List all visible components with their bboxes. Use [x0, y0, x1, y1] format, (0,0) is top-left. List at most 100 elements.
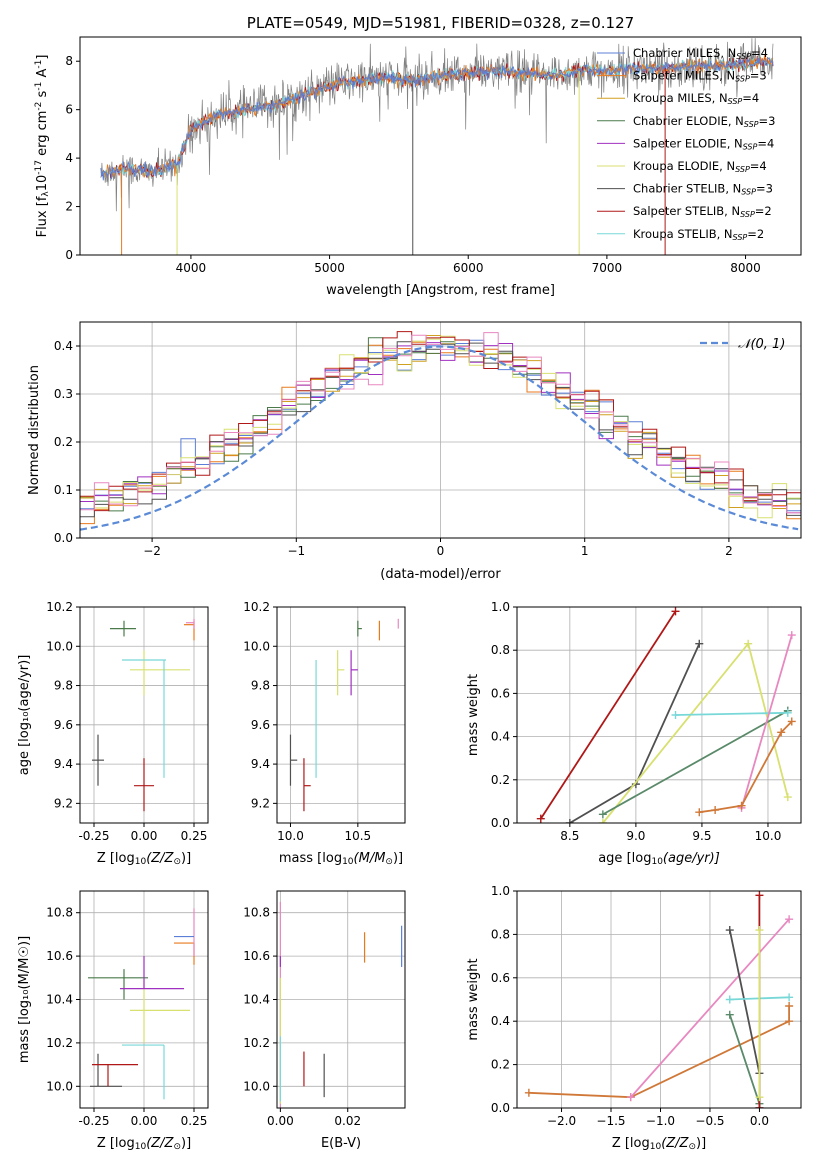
y-tick-label: 10.2 — [46, 1036, 73, 1050]
plus-marker — [711, 806, 720, 815]
plus-marker — [695, 808, 704, 817]
x-axis-label: age [log10(age/yr)] — [598, 851, 720, 867]
plus-marker — [695, 639, 704, 648]
axes-frame — [276, 890, 406, 1109]
y-axis-label: mass weight — [466, 674, 481, 756]
x-axis-label: Z [log10(Z/Z⊙)] — [612, 1136, 706, 1152]
y-tick-label: 10.6 — [243, 949, 270, 963]
y-tick-label: 0.2 — [54, 435, 73, 449]
legend-entry: Chabrier ELODIE, NSSP=3 — [633, 114, 775, 129]
weight-series — [602, 709, 789, 816]
y-tick-label: 0.2 — [491, 773, 510, 787]
y-tick-label: 10.0 — [46, 1079, 73, 1093]
y-axis-label: age [log₁₀(age/yr)] — [17, 655, 32, 776]
y-tick-label: 0.8 — [491, 643, 510, 657]
y-tick-label: 9.2 — [251, 796, 270, 810]
residual-histogram-panel: −2 −1 0 1 2 0.0 0.1 0.2 0.3 0.4 𝒩(0, 1) (data-model… — [27, 321, 802, 582]
weight-series — [540, 610, 677, 820]
x-tick-label: 0.02 — [334, 1114, 361, 1128]
axes-frame — [79, 606, 209, 824]
y-tick-label: 4 — [65, 151, 73, 165]
plus-marker — [777, 728, 786, 737]
y-tick-label: 0.4 — [491, 730, 510, 744]
legend-entry: 𝒩(0, 1) — [738, 337, 785, 352]
plus-marker — [755, 1104, 764, 1108]
y-tick-label: 10.0 — [243, 639, 270, 653]
x-axis-label: Z [log10(Z/Z⊙)] — [97, 1136, 191, 1152]
y-axis-label: Normed distribution — [27, 365, 42, 495]
age-vs-metallicity-panel: -0.25 0.00 0.25 9.2 9.4 9.6 9.8 10.0 10.2 Z [log1… — [17, 600, 209, 867]
y-tick-label: 10.2 — [243, 600, 270, 614]
legend-entry: Salpeter ELODIE, NSSP=4 — [633, 136, 774, 151]
plus-marker — [785, 1017, 794, 1026]
y-tick-label: 10.6 — [46, 949, 73, 963]
x-tick-label: -0.25 — [78, 1114, 109, 1128]
x-tick-label: -0.25 — [78, 829, 109, 843]
y-tick-label: 10.2 — [46, 600, 73, 614]
error-bars — [88, 908, 195, 1100]
y-tick-label: 1.0 — [491, 884, 510, 898]
axes-frame — [516, 890, 802, 1109]
error-bars — [279, 901, 403, 1108]
plus-marker — [725, 926, 734, 935]
legend-entry: Chabrier MILES, NSSP=4 — [633, 46, 768, 61]
plus-marker — [755, 926, 764, 935]
legend-entry: Kroupa STELIB, NSSP=2 — [633, 227, 764, 242]
y-tick-label: 8 — [65, 54, 73, 68]
x-tick-label: −0.5 — [695, 1114, 724, 1128]
y-tick-label: 10.0 — [243, 1079, 270, 1093]
mass-vs-extinction-panel: 0.00 0.02 10.0 10.2 10.4 10.6 10.8 E(B-V) — [243, 890, 406, 1151]
model-spectrum — [100, 56, 774, 181]
weight-series — [528, 1006, 790, 1099]
plus-marker — [785, 993, 794, 1002]
plus-marker — [755, 1093, 764, 1102]
y-tick-label: 0.4 — [54, 339, 73, 353]
x-tick-label: −2.0 — [547, 1114, 576, 1128]
y-tick-label: 10.2 — [243, 1036, 270, 1050]
model-spectrum — [100, 54, 774, 179]
plus-marker — [671, 607, 680, 616]
x-tick-label: 2 — [725, 544, 733, 558]
axes-frame — [516, 606, 802, 824]
y-tick-label: 0.4 — [491, 1014, 510, 1028]
x-tick-label: 10.0 — [277, 829, 304, 843]
y-tick-label: 0.3 — [54, 387, 73, 401]
y-tick-label: 10.8 — [243, 906, 270, 920]
data-spectrum — [100, 38, 774, 212]
x-tick-label: 1 — [581, 544, 589, 558]
legend-entry: Chabrier STELIB, NSSP=3 — [633, 182, 773, 197]
weight-series — [630, 918, 790, 1098]
normal-curve — [80, 345, 799, 531]
plus-marker — [598, 810, 607, 819]
y-tick-label: 0.0 — [491, 816, 510, 830]
plus-marker — [725, 1010, 734, 1019]
legend-entry: Salpeter MILES, NSSP=3 — [633, 69, 767, 84]
plus-marker — [787, 631, 796, 640]
y-tick-label: 0.8 — [491, 927, 510, 941]
x-tick-label: 0.25 — [181, 829, 208, 843]
y-tick-label: 10.4 — [46, 993, 73, 1007]
plus-marker — [536, 814, 545, 823]
x-tick-label: 8000 — [730, 261, 761, 275]
x-tick-label: 0.25 — [181, 1114, 208, 1128]
legend-entry: Kroupa ELODIE, NSSP=4 — [633, 159, 767, 174]
x-tick-label: 0 — [437, 544, 445, 558]
x-tick-label: 10.5 — [344, 829, 371, 843]
y-tick-label: 9.6 — [251, 718, 270, 732]
x-tick-label: 4000 — [176, 261, 207, 275]
age-vs-mass-panel: 10.0 10.5 9.2 9.4 9.6 9.8 10.0 10.2 mass [log10(… — [243, 600, 406, 867]
x-tick-label: 8.5 — [560, 829, 579, 843]
y-tick-label: 0.0 — [54, 531, 73, 545]
y-tick-label: 0.6 — [491, 971, 510, 985]
y-tick-label: 10.4 — [243, 993, 270, 1007]
y-tick-label: 0.2 — [491, 1058, 510, 1072]
plus-marker — [744, 639, 753, 648]
x-tick-label: 9.0 — [626, 829, 645, 843]
y-tick-label: 2 — [65, 200, 73, 214]
x-tick-label: 0.00 — [267, 1114, 294, 1128]
x-tick-label: −1.5 — [596, 1114, 625, 1128]
y-tick-label: 6 — [65, 103, 73, 117]
mass-weight-vs-metallicity-panel: −2.0 −1.5 −1.0 −0.5 0.0 0.0 0.2 0.4 0.6 0.8 1.0 Z [… — [466, 884, 802, 1152]
plus-marker — [725, 995, 734, 1004]
